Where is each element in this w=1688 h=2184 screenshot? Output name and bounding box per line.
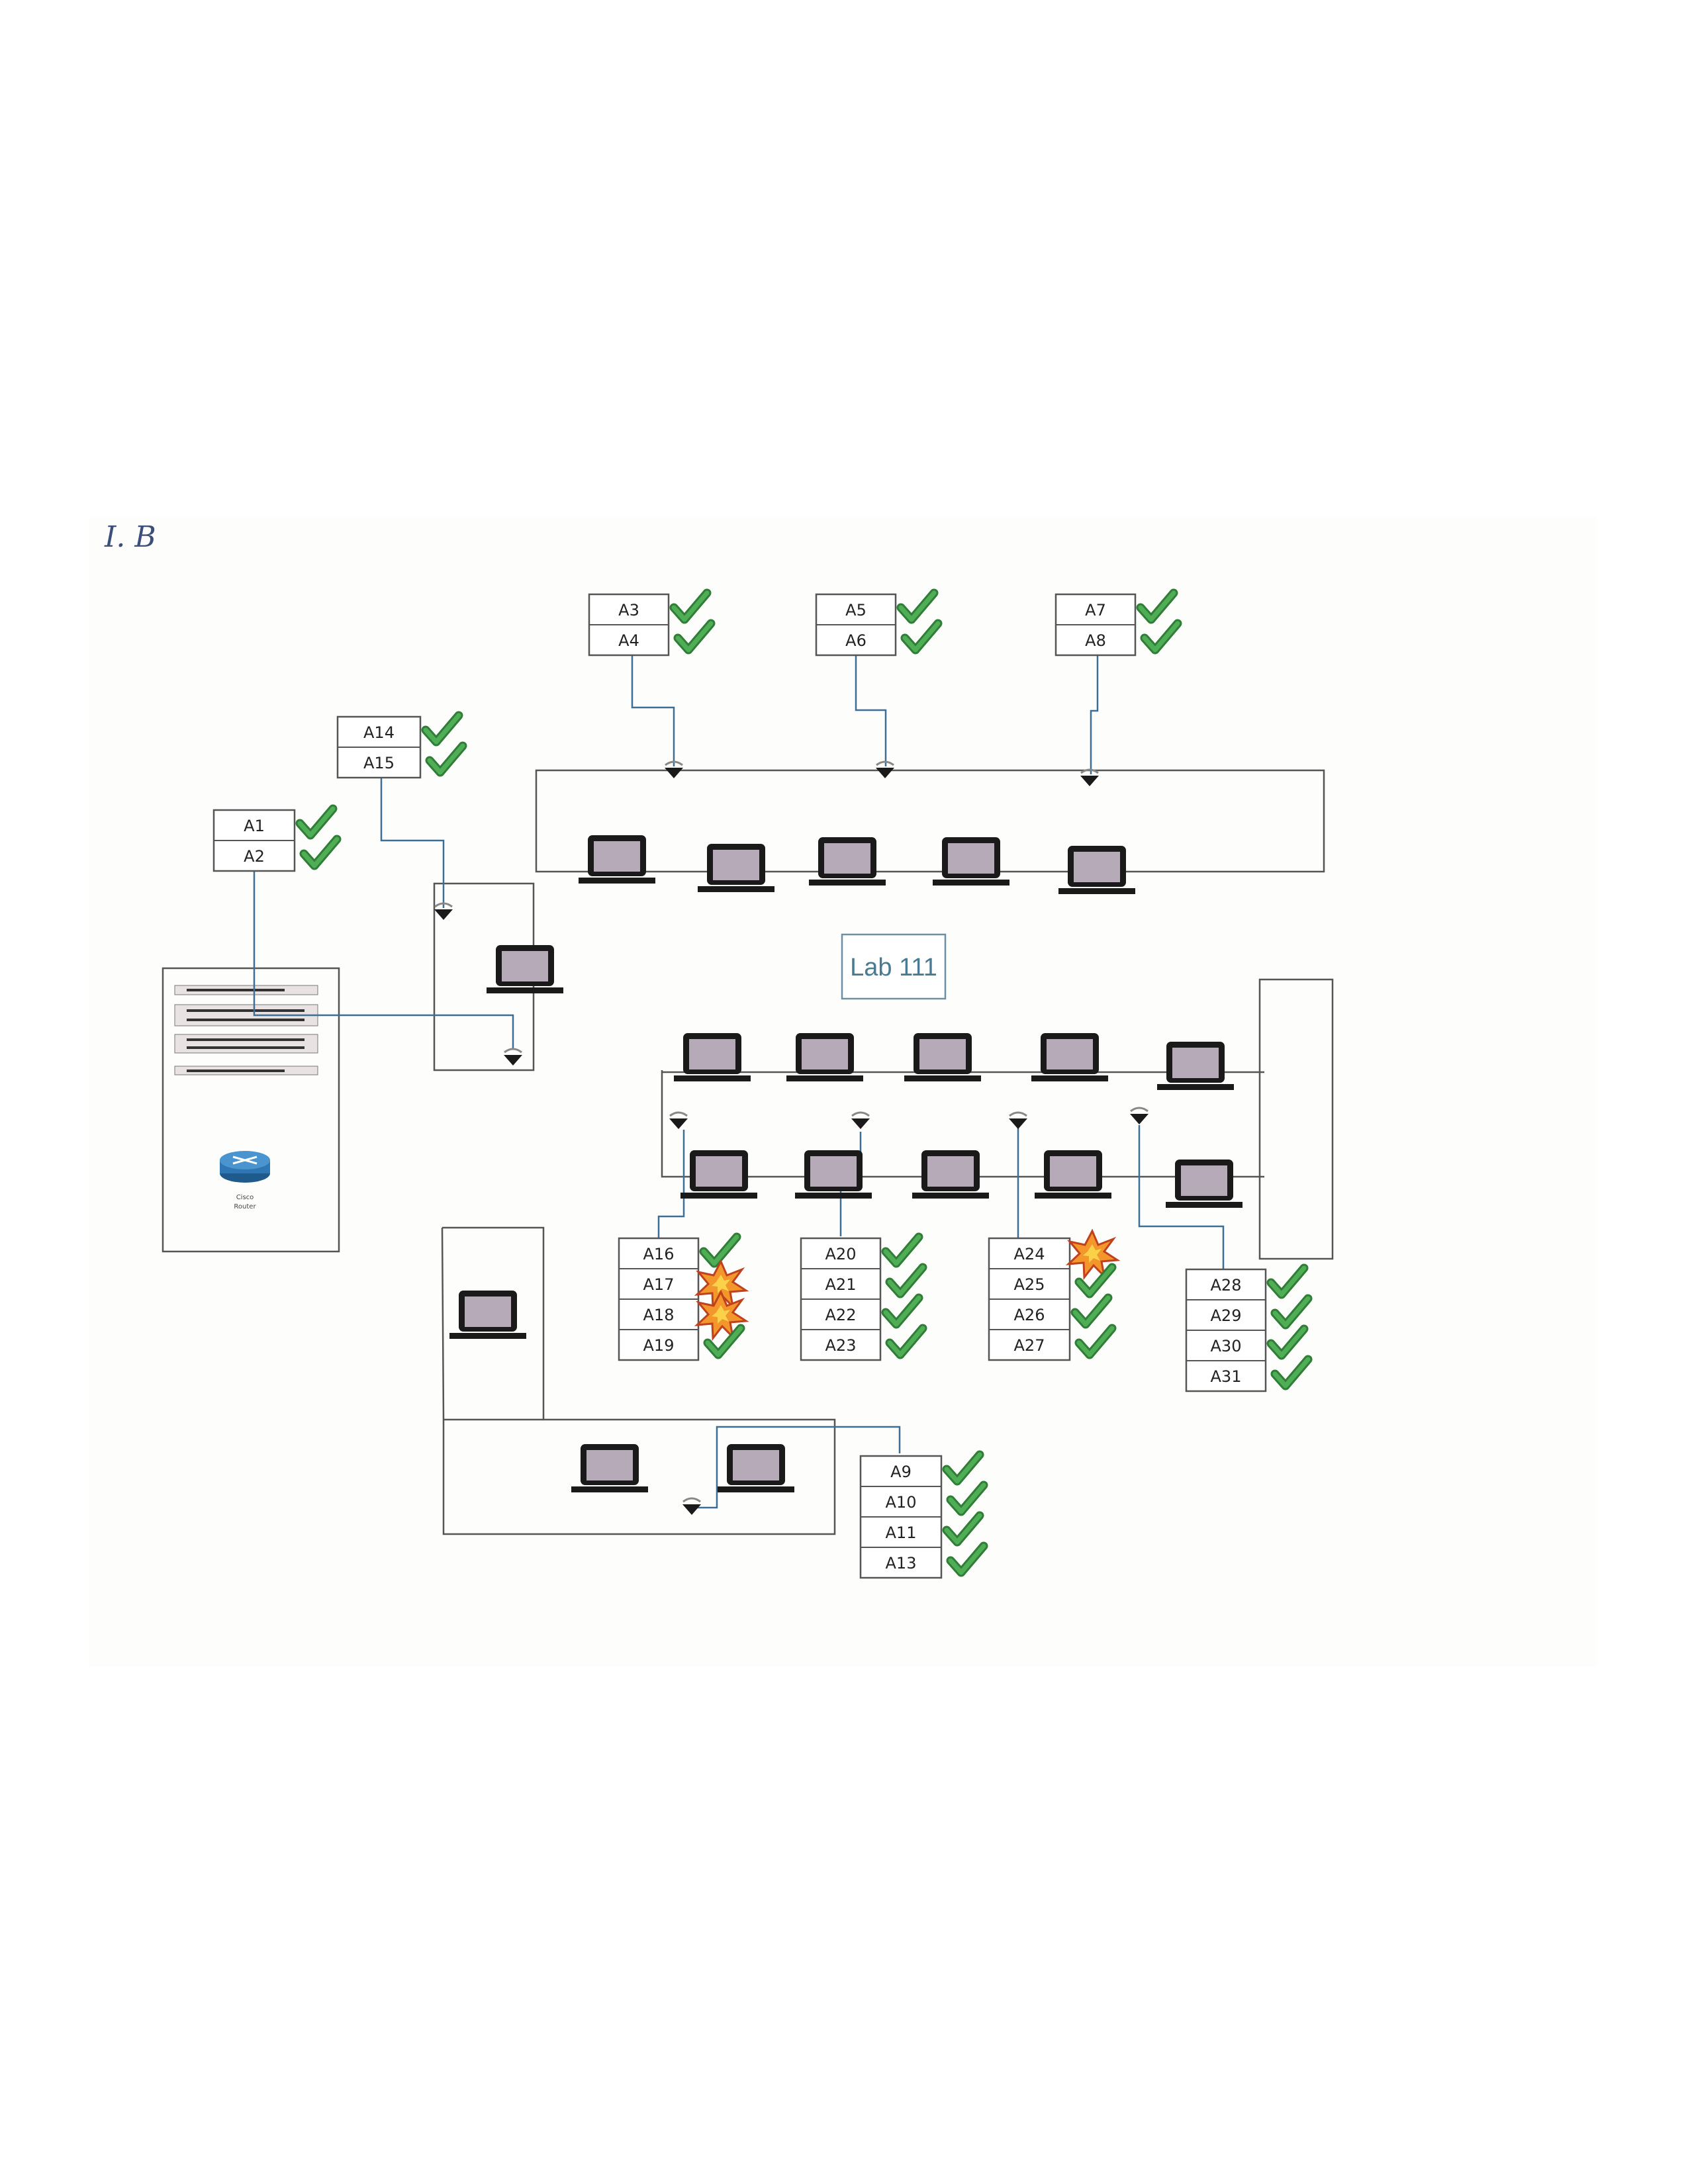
port-label-a22: A22 xyxy=(825,1306,857,1324)
room-label: Lab 111 xyxy=(850,954,937,981)
port-group-a16: A16 A17 A18 A19 xyxy=(618,1237,747,1361)
port-label-a24: A24 xyxy=(1014,1245,1045,1263)
cisco-router-icon xyxy=(220,1151,270,1183)
port-group-a3: A3 A4 xyxy=(588,593,711,657)
server-rack xyxy=(174,985,318,1075)
paper-sheet xyxy=(89,517,1597,1666)
cables xyxy=(253,654,1225,1509)
check-mark-icon xyxy=(1141,593,1174,619)
port-group-a20: A20 A21 A22 A23 xyxy=(800,1237,923,1361)
port-label-a8: A8 xyxy=(1085,631,1106,650)
check-mark-icon xyxy=(951,1546,984,1572)
port-label-a10: A10 xyxy=(886,1493,917,1512)
port-label-a1: A1 xyxy=(244,817,265,835)
port-label-a3: A3 xyxy=(618,601,639,619)
check-mark-icon xyxy=(890,1267,923,1294)
port-group-a1: A1 A2 xyxy=(212,809,337,872)
port-label-a13: A13 xyxy=(886,1554,917,1572)
port-label-a21: A21 xyxy=(825,1275,857,1294)
check-mark-icon xyxy=(1075,1298,1108,1324)
check-mark-icon xyxy=(886,1298,919,1324)
port-label-a9: A9 xyxy=(890,1463,912,1481)
check-mark-icon xyxy=(1079,1328,1112,1355)
port-label-a31: A31 xyxy=(1211,1367,1242,1386)
router-label-line2: Router xyxy=(234,1203,256,1210)
port-groups: A3 A4 A5 A6 A7 A8 A14 A15 A1 A2 A16 A17 A18 A19 A20 A21… xyxy=(212,593,1308,1579)
port-label-a14: A14 xyxy=(363,723,395,742)
check-mark-icon xyxy=(951,1485,984,1512)
check-mark-icon xyxy=(678,623,711,650)
check-mark-icon xyxy=(674,593,707,619)
port-group-a28: A28 A29 A30 A31 xyxy=(1185,1268,1308,1392)
port-label-a2: A2 xyxy=(244,847,265,866)
router-label-line1: Cisco xyxy=(236,1194,254,1201)
check-mark-icon xyxy=(426,715,459,742)
check-mark-icon xyxy=(890,1328,923,1355)
port-label-a23: A23 xyxy=(825,1336,857,1355)
check-mark-icon xyxy=(947,1516,980,1542)
port-label-a6: A6 xyxy=(845,631,867,650)
port-label-a29: A29 xyxy=(1211,1306,1242,1325)
handwritten-note: I. B xyxy=(105,520,156,554)
port-label-a18: A18 xyxy=(643,1306,675,1324)
check-mark-icon xyxy=(1275,1298,1308,1325)
wall-jacks xyxy=(433,760,1150,1516)
port-group-a14: A14 A15 xyxy=(336,715,463,779)
check-mark-icon xyxy=(886,1237,919,1263)
port-label-a20: A20 xyxy=(825,1245,857,1263)
port-group-a24: A24 A25 A26 A27 xyxy=(988,1230,1119,1361)
port-label-a30: A30 xyxy=(1211,1337,1242,1355)
port-label-a11: A11 xyxy=(886,1524,917,1542)
port-label-a28: A28 xyxy=(1211,1276,1242,1295)
port-group-a5: A5 A6 xyxy=(815,593,938,657)
room-structure xyxy=(162,769,1334,1535)
check-mark-icon xyxy=(901,593,934,619)
port-group-a7: A7 A8 xyxy=(1055,593,1178,657)
check-mark-icon xyxy=(430,746,463,772)
port-label-a5: A5 xyxy=(845,601,867,619)
check-mark-icon xyxy=(304,839,337,866)
port-label-a27: A27 xyxy=(1014,1336,1045,1355)
port-label-a19: A19 xyxy=(643,1336,675,1355)
port-label-a26: A26 xyxy=(1014,1306,1045,1324)
port-label-a7: A7 xyxy=(1085,601,1106,619)
port-label-a17: A17 xyxy=(643,1275,675,1294)
check-mark-icon xyxy=(947,1455,980,1481)
check-mark-icon xyxy=(1275,1359,1308,1386)
check-mark-icon xyxy=(704,1237,737,1263)
port-label-a15: A15 xyxy=(363,754,395,772)
check-mark-icon xyxy=(905,623,938,650)
port-label-a4: A4 xyxy=(618,631,639,650)
check-mark-icon xyxy=(1271,1268,1304,1295)
port-group-a9: A9 A10 A11 A13 xyxy=(859,1455,984,1579)
check-mark-icon xyxy=(1271,1329,1304,1355)
port-label-a25: A25 xyxy=(1014,1275,1045,1294)
check-mark-icon xyxy=(1145,623,1178,650)
check-mark-icon xyxy=(300,809,333,835)
port-label-a16: A16 xyxy=(643,1245,675,1263)
